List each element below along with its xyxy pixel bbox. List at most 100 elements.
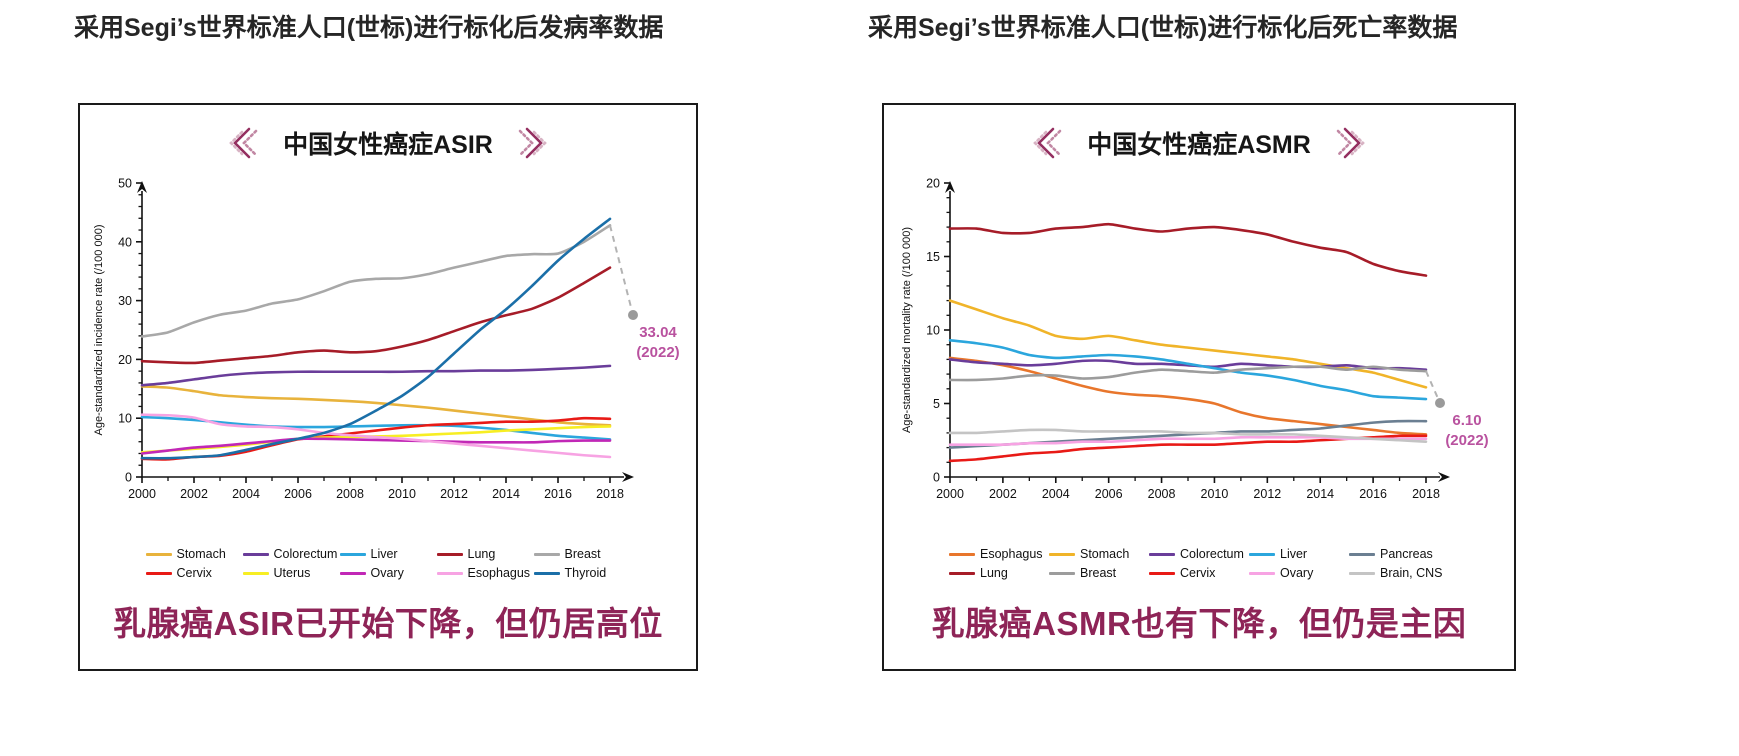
- legend-label: Ovary: [370, 566, 404, 580]
- chart-heading-mortality: 中国女性癌症ASMR: [884, 123, 1514, 163]
- legend-item: Brain, CNS: [1349, 566, 1449, 580]
- chart-card-incidence: 中国女性癌症ASIR 0 10 20 30 40 50 2000 2002 2004 2006 20…: [78, 103, 698, 671]
- svg-text:2000: 2000: [128, 487, 156, 501]
- chart-card-mortality: 中国女性癌症ASMR 0 5 10 15 20 2000 2002 2004 2006 2008 2…: [882, 103, 1516, 671]
- legend-label: Esophagus: [467, 566, 531, 580]
- legend-swatch: [339, 571, 366, 575]
- svg-text:2004: 2004: [1042, 487, 1070, 501]
- svg-text:2006: 2006: [1095, 487, 1123, 501]
- chevron-left-ornament-icon: [223, 123, 261, 163]
- chart-title-mortality: 中国女性癌症ASMR: [1087, 131, 1311, 159]
- chevron-left-ornament-icon: [1027, 123, 1065, 163]
- legend-label: Thyroid: [564, 566, 607, 580]
- legend-row: Lung Breast Cervix Ovary Brain, CNS: [949, 566, 1449, 580]
- caption-incidence: 乳腺癌ASIR已开始下降，但仍居高位: [113, 605, 663, 642]
- legend-swatch: [949, 571, 975, 575]
- legend-label: Stomach: [1080, 547, 1130, 561]
- svg-text:2008: 2008: [1148, 487, 1176, 501]
- legend-swatch: [1249, 552, 1275, 556]
- svg-text:40: 40: [118, 235, 132, 249]
- svg-text:2016: 2016: [1359, 487, 1387, 501]
- plot-mortality: 0 5 10 15 20 2000 2002 2004 2006 2008 2010 2012 2014…: [884, 165, 1514, 535]
- slide-title-mortality: 采用Segi’s世界标准人口(世标)进行标化后死亡率数据: [868, 14, 1458, 42]
- svg-text:10: 10: [926, 324, 940, 338]
- legend-label: Cervix: [176, 566, 212, 580]
- legend-item: Colorectum: [1149, 547, 1249, 561]
- legend-item: Stomach: [145, 547, 243, 561]
- legend-swatch: [1049, 552, 1075, 556]
- svg-text:20: 20: [118, 353, 132, 367]
- svg-text:2010: 2010: [388, 487, 416, 501]
- svg-text:2002: 2002: [989, 487, 1017, 501]
- legend-swatch: [339, 552, 366, 556]
- svg-text:0: 0: [933, 471, 940, 485]
- svg-text:Age-standardized incidence rat: Age-standardized incidence rate (/100 00…: [93, 225, 105, 436]
- legend-swatch: [1049, 571, 1075, 575]
- chart-title-incidence: 中国女性癌症ASIR: [283, 131, 493, 159]
- legend-item: Liver: [339, 547, 437, 561]
- legend-mortality: Esophagus Stomach Colorectum Liver Pancr…: [884, 547, 1514, 580]
- chart-heading-incidence: 中国女性癌症ASIR: [80, 123, 696, 163]
- svg-text:15: 15: [926, 250, 940, 264]
- legend-item: Breast: [1049, 566, 1149, 580]
- svg-text:6.10: 6.10: [1452, 412, 1481, 429]
- svg-text:30: 30: [118, 294, 132, 308]
- legend-swatch: [949, 552, 975, 556]
- legend-label: Liver: [370, 547, 398, 561]
- legend-label: Brain, CNS: [1380, 566, 1443, 580]
- svg-text:2006: 2006: [284, 487, 312, 501]
- svg-text:2000: 2000: [936, 487, 964, 501]
- legend-label: Lung: [467, 547, 496, 561]
- legend-row: Cervix Uterus Ovary Esophagus Thyroid: [145, 566, 631, 580]
- legend-row: Stomach Colorectum Liver Lung Breast: [145, 547, 631, 561]
- legend-swatch: [1349, 552, 1375, 556]
- legend-swatch: [1149, 571, 1175, 575]
- legend-swatch: [533, 552, 560, 556]
- legend-swatch: [242, 552, 269, 556]
- svg-text:2016: 2016: [544, 487, 572, 501]
- legend-label: Uterus: [273, 566, 311, 580]
- legend-item: Pancreas: [1349, 547, 1449, 561]
- panel-incidence: 采用Segi’s世界标准人口(世标)进行标化后发病率数据 中国女性癌症ASIR: [0, 0, 860, 756]
- legend-label: Colorectum: [273, 547, 338, 561]
- legend-label: Liver: [1280, 547, 1308, 561]
- legend-item: Esophagus: [436, 566, 534, 580]
- legend-label: Pancreas: [1380, 547, 1433, 561]
- legend-item: Breast: [533, 547, 631, 561]
- svg-text:2014: 2014: [1306, 487, 1334, 501]
- chevron-right-ornament-icon: [515, 123, 553, 163]
- legend-item: Cervix: [145, 566, 243, 580]
- legend-item: Cervix: [1149, 566, 1249, 580]
- legend-label: Breast: [564, 547, 601, 561]
- svg-text:2002: 2002: [180, 487, 208, 501]
- svg-text:2004: 2004: [232, 487, 260, 501]
- legend-swatch: [1349, 571, 1375, 575]
- svg-text:10: 10: [118, 412, 132, 426]
- svg-text:0: 0: [125, 471, 132, 485]
- svg-text:2014: 2014: [492, 487, 520, 501]
- svg-text:33.04: 33.04: [639, 324, 677, 341]
- legend-swatch: [533, 571, 560, 575]
- svg-text:2012: 2012: [1253, 487, 1281, 501]
- legend-label: Lung: [980, 566, 1008, 580]
- legend-swatch: [1149, 552, 1175, 556]
- svg-text:20: 20: [926, 177, 940, 191]
- svg-text:(2022): (2022): [636, 344, 679, 361]
- svg-text:Age-standardized mortality rat: Age-standardized mortality rate (/100 00…: [901, 227, 913, 433]
- legend-item: Liver: [1249, 547, 1349, 561]
- svg-text:5: 5: [933, 397, 940, 411]
- panel-mortality: 采用Segi’s世界标准人口(世标)进行标化后死亡率数据 中国女性癌症ASMR: [860, 0, 1739, 756]
- slide-title-incidence: 采用Segi’s世界标准人口(世标)进行标化后发病率数据: [74, 14, 664, 42]
- legend-item: Uterus: [242, 566, 340, 580]
- chevron-right-ornament-icon: [1333, 123, 1371, 163]
- legend-incidence: Stomach Colorectum Liver Lung Breast Cer…: [80, 547, 696, 580]
- svg-text:2018: 2018: [596, 487, 624, 501]
- legend-label: Cervix: [1180, 566, 1216, 580]
- svg-text:(2022): (2022): [1445, 432, 1488, 449]
- legend-label: Breast: [1080, 566, 1117, 580]
- legend-item: Ovary: [339, 566, 437, 580]
- legend-label: Stomach: [176, 547, 226, 561]
- legend-swatch: [145, 571, 172, 575]
- legend-item: Stomach: [1049, 547, 1149, 561]
- legend-label: Colorectum: [1180, 547, 1244, 561]
